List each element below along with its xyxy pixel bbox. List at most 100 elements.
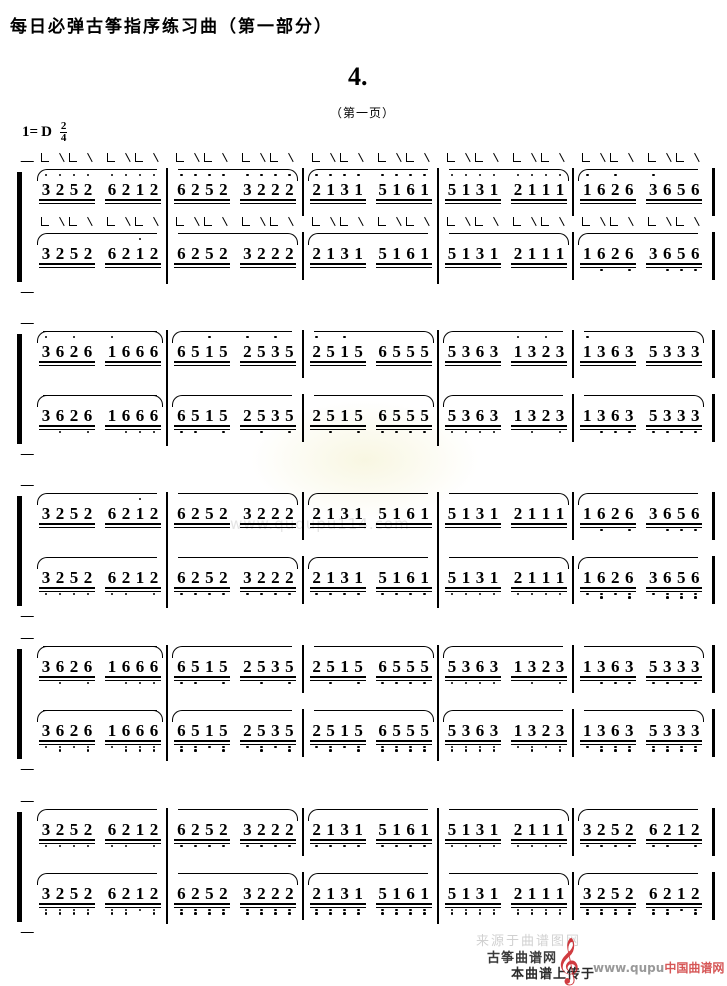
octave-dot [124, 844, 128, 848]
octave-dots-below [660, 844, 674, 848]
barline-tall [166, 808, 169, 924]
octave-dots-below [622, 430, 636, 434]
octave-dots-below [580, 844, 594, 848]
octave-dot [693, 592, 697, 596]
octave-dots-below [608, 430, 622, 434]
note-digit: 5 [69, 244, 79, 263]
note: 2 [240, 658, 254, 675]
note-digit: 1 [205, 721, 214, 740]
beam [105, 202, 161, 205]
beam [580, 523, 637, 525]
note-digit: 3 [663, 657, 672, 676]
octave-dot [180, 844, 183, 848]
octave-dots-below [674, 430, 688, 434]
beam [580, 361, 637, 363]
octave-dots-below [39, 844, 53, 848]
octave-dot [138, 745, 142, 749]
note-digit: 3 [555, 342, 565, 361]
fingering-slash-icon [688, 153, 702, 162]
octave-dot [665, 912, 669, 915]
beam [510, 743, 567, 746]
octave-dot [58, 745, 62, 749]
fingering-marks [580, 217, 636, 226]
fingering-corner-icon [338, 217, 352, 226]
beam [39, 199, 95, 201]
note: 2 [216, 885, 230, 915]
beam [105, 425, 161, 427]
beam-lines [309, 523, 366, 529]
note-digit: 1 [541, 884, 551, 903]
note: 2 [254, 569, 268, 596]
octave-dots-below [240, 745, 254, 749]
note: 2 [81, 245, 95, 262]
beam [510, 906, 567, 909]
octave-dots-below [688, 430, 702, 434]
beam [309, 364, 366, 367]
note-digit: 3 [271, 721, 280, 740]
beam [444, 263, 501, 265]
beam [580, 263, 637, 265]
octave-dots-below [310, 592, 324, 596]
note-digit: 1 [392, 244, 401, 263]
note-digit: 2 [312, 820, 321, 839]
key-signature: 1= D 2 4 [22, 121, 68, 144]
octave-dot [260, 173, 263, 177]
note-digit: 6 [406, 820, 415, 839]
note-digit: 1 [135, 820, 145, 839]
octave-dot [222, 430, 225, 434]
beam-lines [240, 263, 297, 269]
note-digit: 6 [177, 884, 186, 903]
octave-dots-above [539, 173, 553, 177]
note: 5 [646, 722, 660, 752]
octave-dot [651, 681, 655, 685]
note-digit: 6 [149, 721, 159, 740]
octave-dots-above [459, 173, 473, 177]
fingering-slash-icon [119, 153, 133, 162]
octave-dot [679, 268, 683, 272]
note-digit: 2 [611, 244, 620, 263]
beam-lines [240, 425, 297, 431]
note: 1 [539, 569, 553, 596]
octave-dot [138, 497, 142, 501]
octave-dot [409, 430, 412, 434]
note-digit: 6 [691, 180, 700, 199]
note: 5 [324, 722, 338, 752]
octave-dots-below [202, 592, 216, 596]
fingering-marks [511, 153, 567, 162]
note: 2 [688, 821, 702, 848]
note: 1 [525, 569, 539, 596]
barline [301, 556, 304, 604]
note-digit: 1 [420, 884, 429, 903]
note: 2 [119, 885, 133, 915]
beam [174, 361, 231, 363]
note: 3 [553, 343, 567, 360]
note: 3 [660, 657, 674, 685]
beam [444, 743, 501, 746]
note-digit: 6 [177, 406, 186, 425]
note: 5 [188, 343, 202, 360]
octave-dot [86, 912, 90, 915]
octave-dots-below [282, 745, 296, 753]
octave-dots-below [553, 592, 567, 596]
octave-dots-above [487, 173, 501, 177]
note-digit: 5 [392, 721, 401, 740]
octave-dots-below [105, 908, 119, 916]
beam [39, 842, 95, 845]
octave-dot [693, 908, 697, 912]
octave-dots-above [580, 173, 594, 177]
note-digit: 3 [583, 884, 592, 903]
octave-dots-below [487, 908, 501, 916]
note: 2 [53, 245, 67, 262]
note: 6 [147, 407, 161, 434]
note: 2 [216, 505, 230, 522]
octave-dots-below [268, 908, 282, 916]
note-digit: 1 [583, 406, 592, 425]
